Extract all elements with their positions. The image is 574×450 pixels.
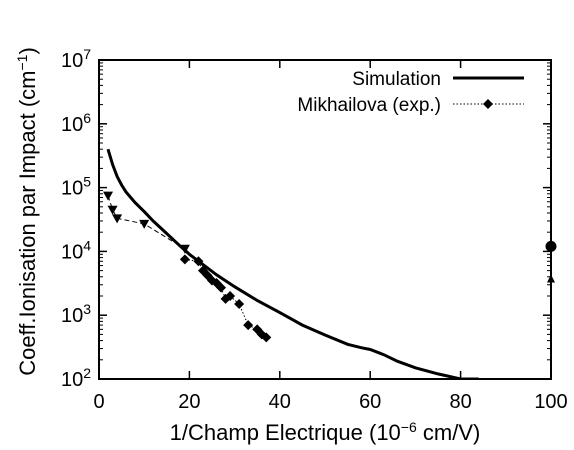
legend: Simulation Mikhailova (exp.) <box>297 69 524 116</box>
x-tick-label: 80 <box>449 391 471 413</box>
y-axis-title: Coeff.Ionisation par Impact (cm−1) <box>14 47 40 376</box>
mikhailova-point <box>179 254 190 265</box>
triangle-down-point <box>112 214 123 224</box>
mikhailova-point <box>193 256 204 267</box>
legend-label: Mikhailova (exp.) <box>297 95 441 116</box>
y-tick-label: 107 <box>61 46 91 72</box>
legend-label: Simulation <box>352 69 441 90</box>
series-2 <box>103 191 190 254</box>
plot-area-frame <box>98 59 552 380</box>
triangle-down-point <box>103 191 114 201</box>
x-tick-label: 60 <box>359 391 381 413</box>
mikhailova-point <box>216 282 227 293</box>
simulation-line <box>106 148 479 379</box>
y-tick-label: 103 <box>61 301 91 327</box>
legend-marker-diamond <box>483 99 493 109</box>
x-tick-label: 0 <box>93 391 104 413</box>
series-0 <box>106 148 479 379</box>
triangle-down-point <box>107 205 118 215</box>
mikhailova-point <box>234 298 245 309</box>
x-tick-label: 100 <box>534 391 567 413</box>
mikhailova-point <box>243 320 254 331</box>
mikhailova-point <box>225 290 236 301</box>
y-tick-label: 106 <box>61 110 91 136</box>
series-layer <box>103 148 557 379</box>
triangle-down-point <box>139 219 150 229</box>
mikhailova-point <box>261 332 272 343</box>
triangle-down-point <box>179 244 190 254</box>
y-tick-label: 105 <box>61 174 91 200</box>
series-1 <box>179 254 272 343</box>
y-tick-label: 104 <box>61 237 91 263</box>
x-axis-title: 1/Champ Electrique (10−6 cm/V) <box>170 419 481 445</box>
x-tick-label: 40 <box>269 391 291 413</box>
x-tick-label: 20 <box>178 391 200 413</box>
ticks-layer: 0 20 40 60 80 100 102 103 104 105 106 107 <box>61 46 568 413</box>
y-tick-label: 102 <box>61 365 91 391</box>
